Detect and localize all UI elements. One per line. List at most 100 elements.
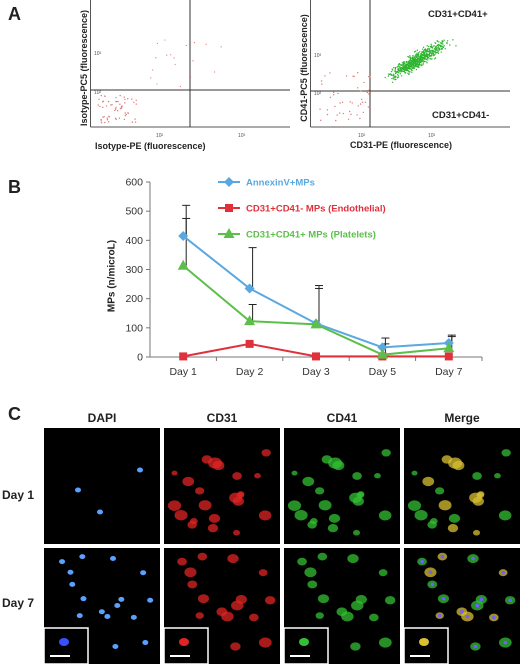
cell	[197, 552, 208, 561]
nucleus	[142, 640, 149, 646]
flow-left-event	[124, 114, 127, 117]
chart-ytick-label: 100	[125, 322, 143, 334]
flow-right-event-cd31-cd41	[421, 60, 423, 62]
flow-right-event-cd31-cd41	[438, 49, 441, 51]
chart-point-series-0	[178, 230, 189, 241]
cell	[498, 510, 512, 521]
flow-left-event	[102, 116, 104, 118]
cell	[207, 523, 219, 533]
chart-ytick-label: 300	[125, 264, 143, 276]
flow-right-event-neg	[320, 80, 323, 82]
flow-right-event-cd31-cd41	[425, 50, 428, 52]
flow-right-event-cd31-cd41	[394, 67, 397, 69]
flow-left-event	[118, 117, 121, 119]
flow-right-event-cd31-cd41	[427, 59, 429, 61]
cell	[177, 557, 187, 566]
flow-right-event-neg	[329, 72, 331, 74]
flow-right-event-cd31-cd41	[401, 67, 403, 69]
cell	[350, 642, 361, 651]
merge-nucleus	[473, 644, 478, 649]
flow-left-ylabel: Isotype-PC5 (fluorescence)	[79, 9, 89, 127]
nucleus	[118, 596, 125, 602]
micro-tile-day7-cd41	[284, 548, 400, 664]
cell	[227, 553, 239, 564]
flow-right-event-cd31-cd41	[436, 49, 438, 51]
flow-left-event	[119, 94, 121, 97]
cell	[187, 580, 198, 589]
flow-right-event-cd31-cd41	[426, 54, 428, 57]
flow-left-event	[111, 104, 113, 106]
flow-right-event-cd31-cd41	[394, 78, 396, 81]
flow-left-event	[97, 104, 99, 106]
cell	[317, 552, 328, 561]
cell	[447, 523, 459, 533]
flow-right-event-cd31-cd41	[417, 52, 420, 54]
flow-left-event	[134, 118, 136, 120]
flow-right-event-cd31-cd41	[422, 46, 425, 49]
cell	[441, 455, 453, 464]
flow-right-event-cd31-cd41	[427, 51, 429, 53]
flow-right-event-neg	[350, 113, 352, 116]
flow-left-event	[98, 98, 100, 101]
flow-plot-left-svg: 10² 10³ 10³ 10²	[90, 0, 290, 139]
flow-right-event-cd31-cd41	[398, 72, 400, 74]
flow-right-event-neg	[353, 75, 355, 78]
flow-right-event-cd31-cd41	[411, 71, 413, 74]
merge-nucleus	[420, 559, 424, 564]
flow-right-event-cd31-cd41	[403, 61, 405, 63]
flow-right-event-cd31-cd41	[432, 53, 434, 55]
flow-right-event-cd31-cd41	[443, 39, 445, 41]
flow-right-event-cd31-cd41	[387, 73, 390, 75]
flow-left-xtick-2: 10³	[238, 133, 246, 139]
cell	[287, 500, 302, 511]
flow-right-event-cd31-cd41	[423, 58, 425, 60]
flow-right-event-cd31-cd41	[420, 64, 423, 67]
chart-ylabel: MPs (n/microL)	[106, 239, 118, 313]
flow-right-event-cd31-cd41	[405, 67, 408, 70]
flow-right-event-cd31-cd41	[433, 45, 435, 47]
flow-right-event-neg	[367, 75, 370, 78]
flow-right-event-neg	[347, 118, 350, 120]
flow-left-event	[110, 104, 112, 106]
flow-left-event	[185, 44, 187, 47]
flow-left-event	[100, 120, 102, 122]
flow-right-event-neg	[359, 117, 361, 120]
flow-right-event-cd31-cd41	[400, 71, 402, 73]
flow-right-event-cd31-cd41	[409, 68, 412, 70]
micro-tile-day1-cd41	[284, 428, 400, 544]
cell	[351, 600, 364, 611]
flow-right-event-cd31-cd41	[400, 75, 403, 77]
flow-right-event-cd31-cd41	[428, 49, 430, 51]
flow-right-event-cd31-cd41	[392, 74, 394, 77]
flow-right-event-cd31-cd41	[401, 62, 404, 64]
chart-ytick-label: 500	[125, 206, 143, 218]
cell	[198, 500, 212, 511]
flow-right-event-cd31-cd41	[408, 56, 410, 58]
flow-right-event-cd31-cd41	[408, 65, 411, 68]
cell	[233, 529, 241, 536]
flow-left-event	[115, 106, 117, 109]
cell	[472, 496, 484, 506]
flow-right-event-neg	[326, 109, 329, 111]
flow-left-event	[120, 107, 123, 109]
flow-right-event-neg	[357, 72, 359, 74]
flow-right-event-cd31-cd41	[411, 61, 414, 63]
flow-right-event-cd31-cd41	[434, 42, 436, 44]
flow-right-event-cd31-cd41	[421, 57, 424, 59]
flow-right-event-cd31-cd41	[429, 46, 432, 48]
micro-tile-day1-cd31	[164, 428, 280, 544]
merge-nucleus	[430, 582, 435, 587]
micro-row-day7: Day 7	[2, 596, 35, 610]
flow-right-event-cd31-cd41	[398, 66, 400, 68]
chart-point-series-1	[245, 339, 254, 348]
flow-right-event-neg	[337, 92, 339, 95]
chart-legend-marker	[224, 177, 234, 187]
flow-left-event	[131, 98, 133, 100]
flow-right-event-neg	[332, 91, 335, 94]
flow-right-event-cd31-cd41	[414, 57, 417, 59]
flow-right-event-cd31-cd41	[399, 67, 402, 69]
flow-right-event-cd31-cd41	[416, 62, 419, 64]
nucleus	[137, 467, 143, 473]
flow-left-event	[192, 60, 194, 62]
flow-left-event	[193, 42, 196, 44]
